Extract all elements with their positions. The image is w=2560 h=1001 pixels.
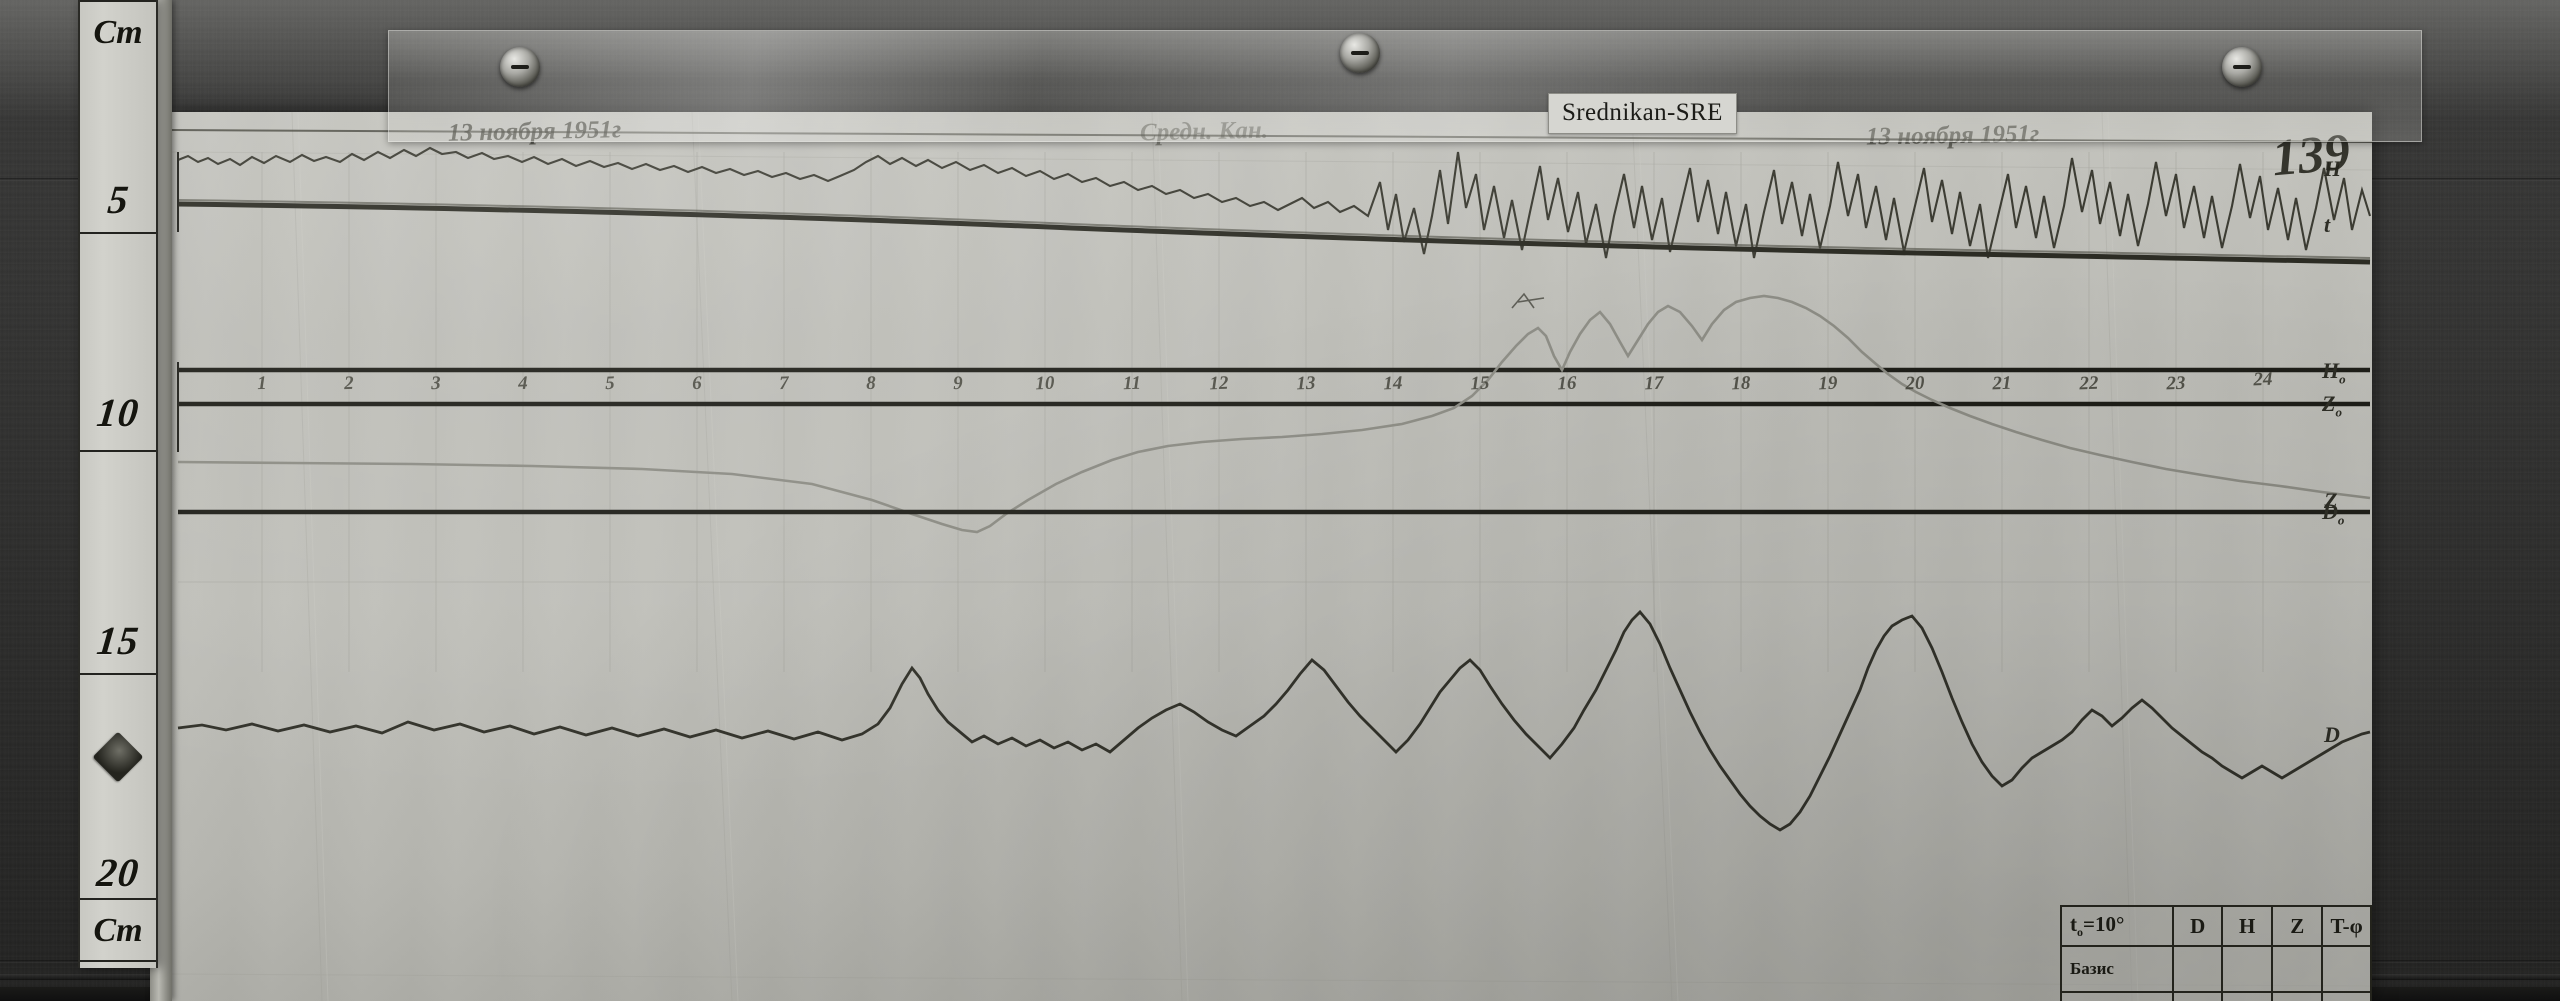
hour-tick-6: 6 <box>691 372 703 395</box>
hour-tick-12: 12 <box>1209 372 1229 395</box>
trace-label-Ho: Ho <box>2322 358 2346 387</box>
table-row-label-cena-delen: цена делен <box>2059 991 2175 1001</box>
hour-tick-23: 23 <box>2166 372 2186 395</box>
screw-left[interactable] <box>500 47 540 87</box>
magnetogram-sheet: 1 2 3 4 5 6 7 8 9 10 11 12 13 14 15 16 1… <box>172 112 2372 1001</box>
trace-t <box>177 201 2371 265</box>
scale-ruler: Cm 5 10 15 20 Cm <box>78 0 158 968</box>
ruler-mark-10: 10 <box>94 389 142 435</box>
hour-tick-19: 19 <box>1818 372 1838 395</box>
hour-tick-22: 22 <box>2079 372 2099 395</box>
table-cell[interactable] <box>2321 945 2372 993</box>
diamond-marker-icon <box>92 731 144 783</box>
trace-label-H: H <box>2324 156 2342 181</box>
hour-tick-15: 15 <box>1470 372 1490 395</box>
screw-right[interactable] <box>2222 47 2262 87</box>
table-header-row: to=10° D H Z T-φ <box>2059 905 2372 947</box>
table-col-H: H <box>2221 905 2274 947</box>
hour-tick-9: 9 <box>952 372 964 395</box>
table-cell[interactable] <box>2271 945 2324 993</box>
hour-tick-17: 17 <box>1644 372 1664 395</box>
table-cell[interactable] <box>2172 945 2224 993</box>
trace-H <box>177 146 2372 259</box>
hour-tick-4: 4 <box>517 372 529 395</box>
table-cell[interactable] <box>2321 991 2372 1001</box>
table-col-Tphi: T-φ <box>2321 905 2372 947</box>
table-cell[interactable] <box>2221 991 2274 1001</box>
hour-tick-21: 21 <box>1992 372 2012 395</box>
trace-label-D: D <box>2324 722 2340 747</box>
hour-tick-7: 7 <box>778 372 790 395</box>
observation-data-table[interactable]: to=10° D H Z T-φ Базис цена делен <box>2059 905 2372 1001</box>
station-id-sticker: Srednikan-SRE <box>1548 93 1737 134</box>
trace-label-t: t <box>2324 212 2331 237</box>
glass-cover-strip <box>388 30 2422 142</box>
ruler-mark-20: 20 <box>94 849 142 895</box>
hour-tick-24: 24 <box>2253 368 2273 391</box>
hour-tick-8: 8 <box>865 372 877 395</box>
table-col-Z: Z <box>2271 905 2324 947</box>
trace-label-Do: Do <box>2322 499 2345 528</box>
hour-tick-13: 13 <box>1296 372 1316 395</box>
hour-grid <box>261 152 2264 672</box>
hour-tick-10: 10 <box>1035 372 1055 395</box>
trace-label-Zo: Zo <box>2322 391 2342 420</box>
hour-tick-16: 16 <box>1557 372 1577 395</box>
table-cell[interactable] <box>2172 991 2224 1001</box>
hour-tick-20: 20 <box>1905 372 1925 395</box>
trace-Z <box>177 294 2371 534</box>
hour-tick-5: 5 <box>604 372 616 395</box>
hour-tick-18: 18 <box>1731 372 1751 395</box>
hour-tick-2: 2 <box>343 372 355 395</box>
table-row-label-bazis: Базис <box>2059 945 2175 993</box>
trace-Z-annotation <box>1511 292 1545 309</box>
table-corner-cell: to=10° <box>2059 905 2175 947</box>
ruler-mark-15: 15 <box>94 617 142 663</box>
table-cell[interactable] <box>2271 991 2324 1001</box>
screw-center[interactable] <box>1340 33 1380 73</box>
hour-tick-1: 1 <box>256 372 268 395</box>
glass-reflection <box>389 31 2421 141</box>
trace-label-Z: Z <box>2324 488 2338 513</box>
hour-tick-3: 3 <box>430 372 442 395</box>
table-row: цена делен <box>2059 991 2372 1001</box>
hour-tick-11: 11 <box>1122 372 1142 395</box>
trace-t-highlight <box>177 199 2371 259</box>
table-col-D: D <box>2172 905 2224 947</box>
ruler-mark-5: 5 <box>105 176 131 222</box>
magnetogram-traces <box>172 129 2372 832</box>
ruler-unit-bottom: Cm <box>93 912 143 949</box>
table-row: Базис <box>2059 945 2372 993</box>
header-rule <box>172 129 2372 143</box>
table-cell[interactable] <box>2221 945 2274 993</box>
ruler-unit-top: Cm <box>93 14 143 51</box>
trace-D <box>177 609 2371 832</box>
hour-tick-14: 14 <box>1383 372 1403 395</box>
